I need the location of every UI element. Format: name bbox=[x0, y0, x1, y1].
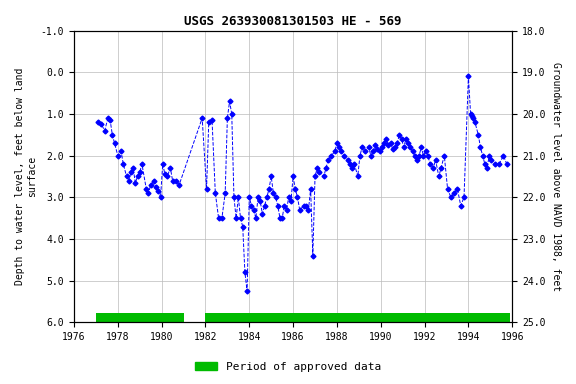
Title: USGS 263930081301503 HE - 569: USGS 263930081301503 HE - 569 bbox=[184, 15, 402, 28]
Y-axis label: Groundwater level above NAVD 1988, feet: Groundwater level above NAVD 1988, feet bbox=[551, 62, 561, 291]
Legend: Period of approved data: Period of approved data bbox=[191, 358, 385, 377]
Y-axis label: Depth to water level, feet below land
surface: Depth to water level, feet below land su… bbox=[15, 68, 37, 285]
